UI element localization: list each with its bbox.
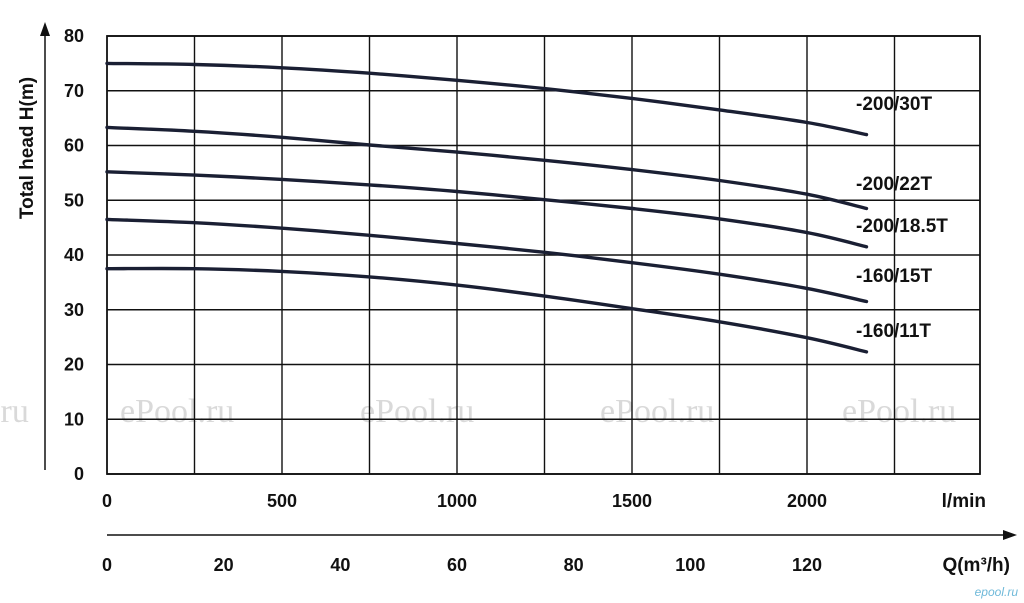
series-line (105, 170, 869, 249)
x-tick-label-lmin: 2000 (787, 491, 827, 511)
y-tick-label: 30 (64, 300, 84, 320)
x-axis-unit-m3h: Q(m³/h) (942, 555, 1010, 576)
credit-text: epool.ru (975, 585, 1019, 599)
y-tick-label: 10 (64, 409, 84, 429)
y-axis-arrowhead (40, 22, 50, 36)
x-tick-label-lmin: 1500 (612, 491, 652, 511)
x-tick-label-lmin: 0 (102, 491, 112, 511)
x-tick-label-m3h: 0 (102, 555, 112, 575)
x-tick-label-m3h: 40 (330, 555, 350, 575)
secondary-x-axis-arrowhead (1003, 530, 1017, 540)
series-label: -160/11T (856, 321, 931, 342)
watermark-layer: .ru ePool.ru ePool.ru ePool.ru ePool.ru (0, 393, 956, 430)
series-line (105, 217, 869, 304)
watermark-text: ePool.ru (600, 393, 714, 430)
y-tick-label: 70 (64, 81, 84, 101)
x-tick-label-m3h: 60 (447, 555, 467, 575)
x-tick-label-m3h: 80 (564, 555, 584, 575)
y-tick-label: 60 (64, 136, 84, 156)
y-axis-label: Total head H(m) (17, 77, 38, 219)
series-label: -200/18.5T (856, 216, 948, 237)
series-label: -200/30T (856, 94, 932, 115)
watermark-text: ePool.ru (842, 393, 956, 430)
watermark-text: .ru (0, 393, 29, 430)
watermark-text: ePool.ru (360, 393, 474, 430)
x-tick-label-lmin: 500 (267, 491, 297, 511)
series-labels: -200/30T -200/22T -200/18.5T -160/15T -160/1… (856, 94, 948, 342)
y-tick-label: 50 (64, 190, 84, 210)
x-tick-label-m3h: 100 (675, 555, 705, 575)
watermark-text: ePool.ru (120, 393, 234, 430)
x-axis-unit-lmin: l/min (942, 491, 986, 512)
series-line (105, 266, 869, 354)
y-tick-label: 20 (64, 355, 84, 375)
series-curves (105, 61, 869, 354)
series-line (105, 125, 869, 211)
series-label: -200/22T (856, 174, 932, 195)
y-tick-label: 40 (64, 245, 84, 265)
y-tick-label: 0 (74, 464, 84, 484)
x-tick-label-m3h: 120 (792, 555, 822, 575)
x-tick-label-m3h: 20 (214, 555, 234, 575)
x-tick-label-lmin: 1000 (437, 491, 477, 511)
series-label: -160/15T (856, 266, 932, 287)
y-tick-label: 80 (64, 26, 84, 46)
series-line (105, 61, 869, 137)
